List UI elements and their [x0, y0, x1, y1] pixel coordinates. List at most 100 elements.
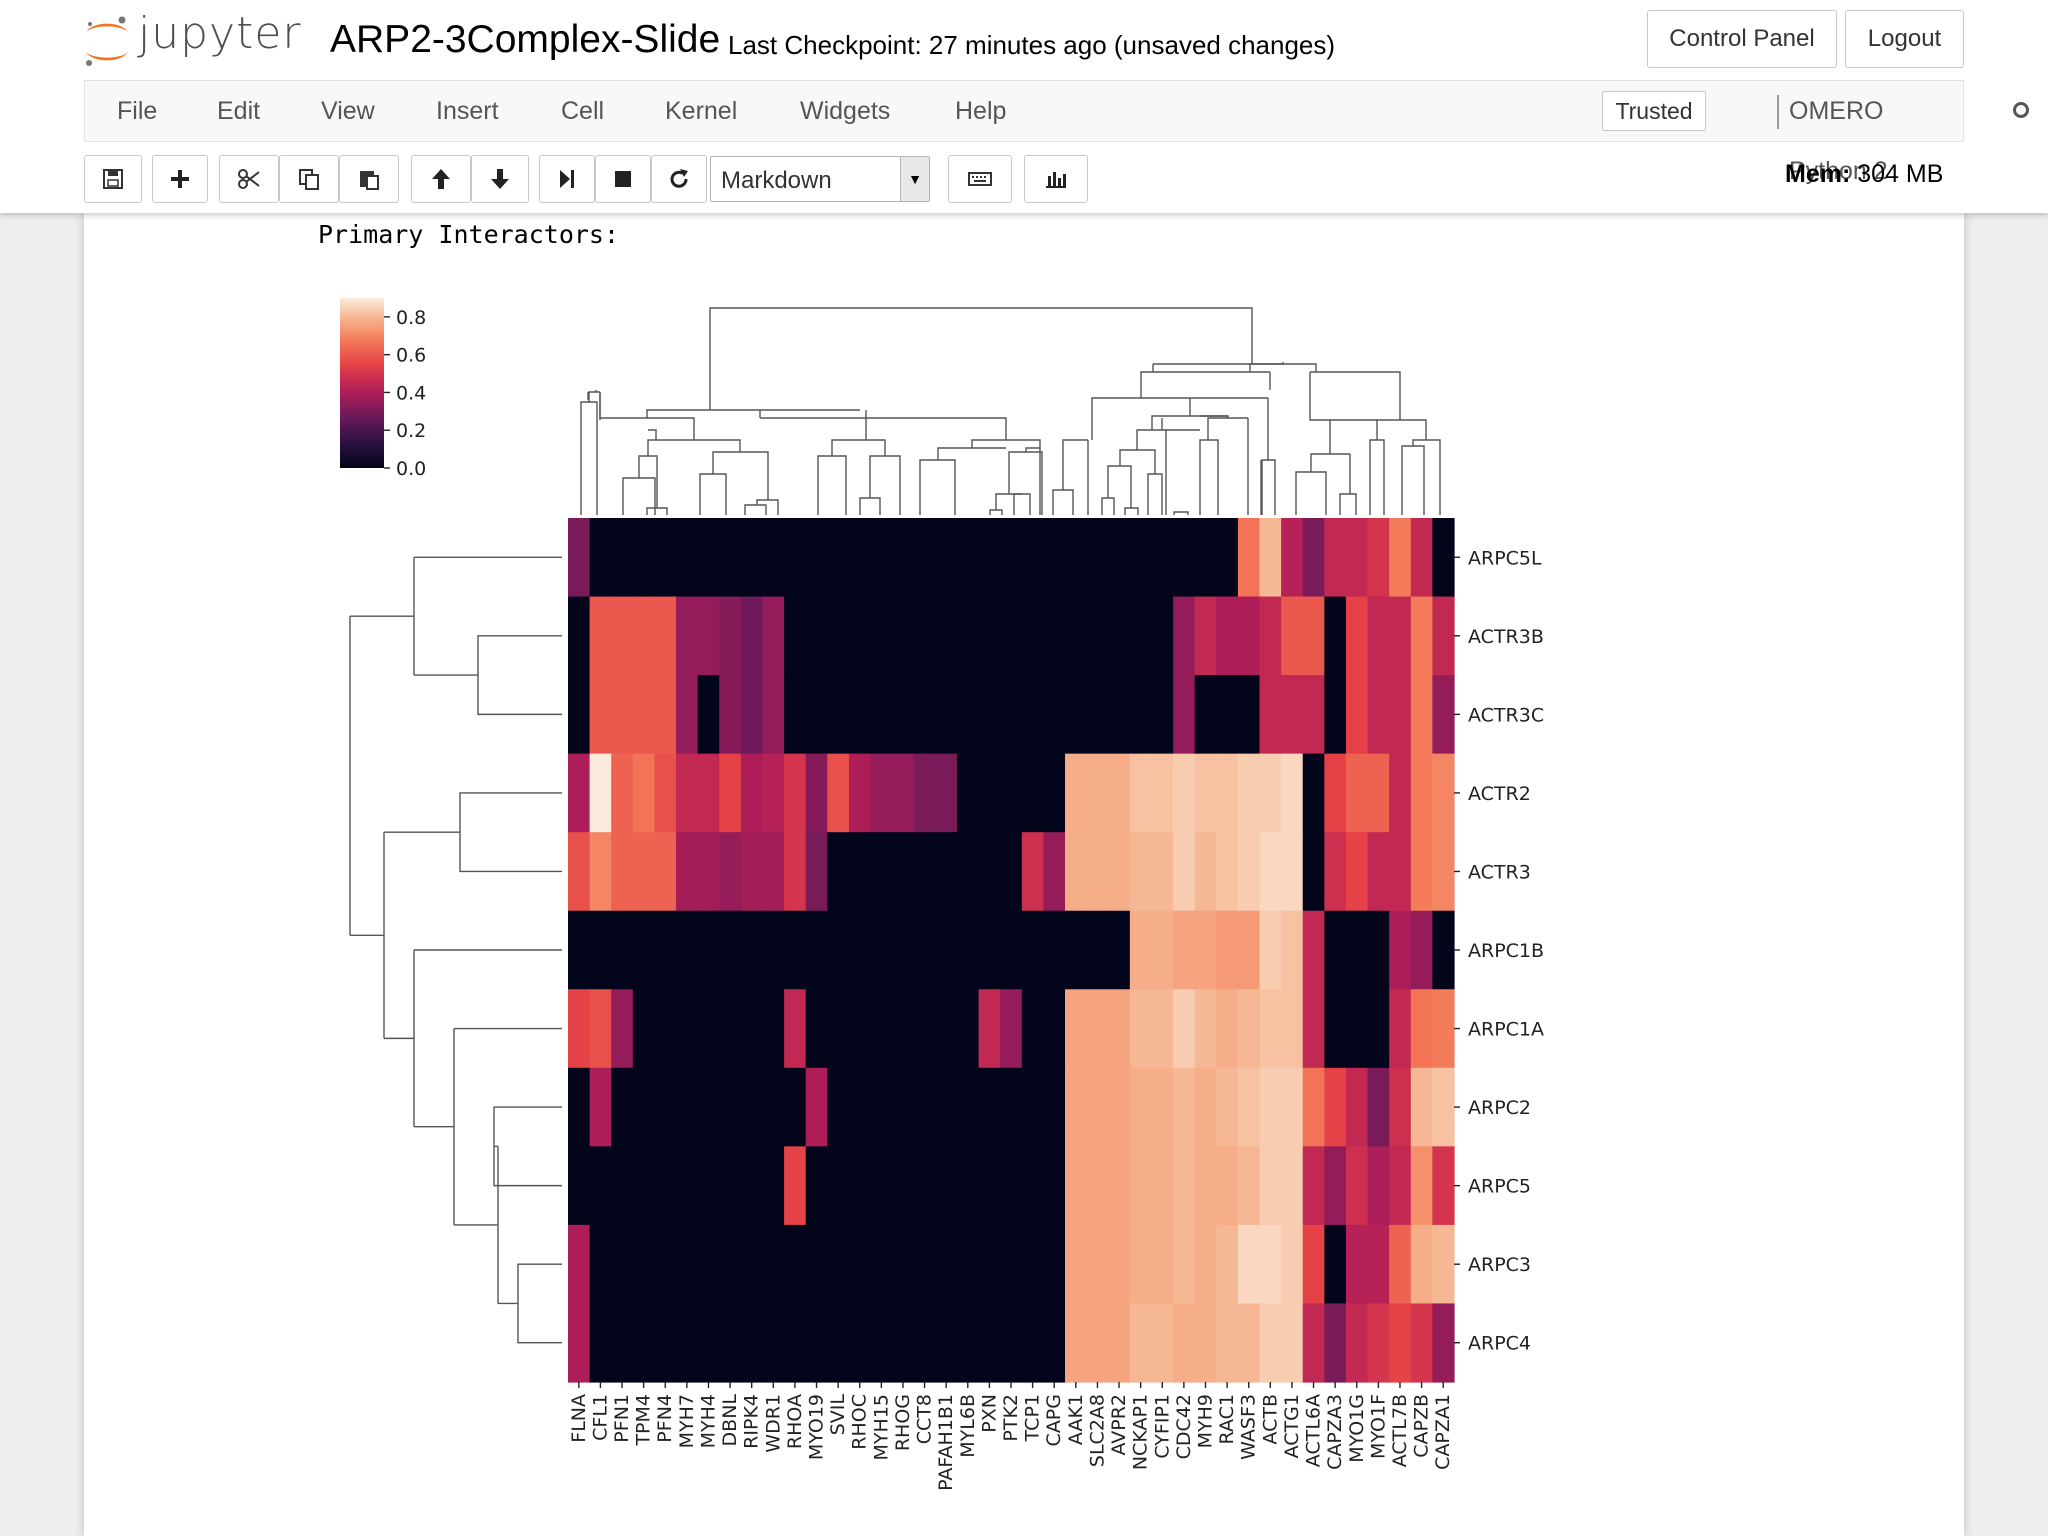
menu-insert[interactable]: Insert [436, 97, 499, 125]
heatmap-cell [1389, 989, 1412, 1069]
menu-view[interactable]: View [321, 97, 375, 125]
heatmap-cell [1367, 832, 1390, 912]
heatmap-cell [1194, 832, 1217, 912]
heatmap-cell [1151, 1146, 1174, 1226]
column-labels: FLNA CFL1 PFN1 TPM4 PFN4 MYH7 MYH4 DBNL RIPK4 WDR… [568, 1382, 1454, 1491]
heatmap-cell [1108, 1303, 1131, 1383]
heatmap-cell [1086, 989, 1109, 1069]
column-label: MYO1F [1367, 1394, 1389, 1459]
menu-cell[interactable]: Cell [561, 97, 605, 125]
heatmap-cell [611, 1224, 634, 1305]
dendrogram-branch [1173, 511, 1189, 515]
heatmap-cell [1194, 675, 1217, 755]
heatmap-cell [1065, 832, 1088, 912]
paste-button[interactable] [339, 155, 399, 203]
heatmap-cell [611, 1303, 634, 1383]
heatmap-cell [1194, 1224, 1217, 1305]
heatmap-cell [654, 1224, 677, 1305]
heatmap-cell [1237, 1067, 1261, 1147]
kernel-name[interactable]: OMERO Python 2 [1789, 97, 1888, 185]
heatmap-cell [1324, 989, 1347, 1069]
heatmap-cell [892, 596, 915, 676]
dendrogram-branch [866, 439, 886, 456]
heatmap-cell [676, 1224, 699, 1305]
interrupt-button[interactable] [595, 155, 651, 203]
run-button[interactable] [539, 155, 595, 203]
menu-edit[interactable]: Edit [217, 97, 261, 125]
column-label: ACTL6A [1303, 1394, 1325, 1467]
add-cell-button[interactable] [152, 155, 208, 203]
heatmap-cell [1367, 518, 1390, 598]
heatmap-cell [1324, 596, 1347, 676]
menu-help[interactable]: Help [955, 97, 1007, 125]
heatmap-cell [697, 1303, 720, 1383]
heatmap-cell [1367, 1146, 1390, 1226]
menu-kernel[interactable]: Kernel [665, 97, 738, 125]
heatmap-cell [1173, 518, 1196, 598]
heatmap-cell [978, 518, 1001, 598]
heatmap-cell [1065, 675, 1088, 755]
heatmap-cell [1173, 1146, 1196, 1226]
chart-button[interactable] [1024, 155, 1088, 203]
column-label: MYH15 [870, 1394, 892, 1460]
heatmap-cell [1194, 910, 1217, 990]
command-palette-button[interactable] [948, 155, 1012, 203]
row-label: ACTR3B [1468, 626, 1544, 648]
heatmap-cell [1281, 1146, 1304, 1226]
row-label: ACTR3 [1468, 861, 1531, 883]
heatmap-cell [935, 832, 958, 912]
heatmap-cell [1043, 910, 1066, 990]
move-up-button[interactable] [411, 155, 471, 203]
heatmap-cell [848, 675, 872, 755]
cell-type-select[interactable]: Markdown ▼ [710, 156, 930, 202]
heatmap-cell [805, 675, 828, 755]
heatmap-cell [892, 1303, 915, 1383]
heatmap-cell [1108, 1224, 1131, 1305]
dendrogram-branch [1107, 465, 1132, 508]
heatmap-cell [956, 1067, 980, 1147]
column-label: MYH7 [676, 1394, 698, 1448]
dendrogram-branch [1199, 439, 1219, 515]
heatmap-cell [1086, 1146, 1109, 1226]
menu-widgets[interactable]: Widgets [800, 97, 891, 125]
heatmap-cell [676, 1146, 699, 1226]
heatmap-cell [805, 518, 828, 598]
heatmap-cell [1259, 989, 1282, 1069]
heatmap-cell [697, 1146, 720, 1226]
dendrogram-branch [1295, 471, 1327, 515]
trusted-indicator[interactable]: Trusted [1602, 91, 1706, 131]
restart-button[interactable] [651, 155, 707, 203]
jupyter-logo[interactable] [78, 10, 298, 70]
save-button[interactable] [84, 155, 142, 203]
heatmap-cell [1216, 1224, 1239, 1305]
heatmap-cell [611, 518, 634, 598]
heatmap-cell [784, 1224, 807, 1305]
heatmap-cell [1432, 1224, 1455, 1305]
heatmap-cell [568, 596, 591, 676]
heatmap-cell [1173, 1067, 1196, 1147]
heatmap-cell [589, 596, 612, 676]
heatmap-cell [935, 753, 958, 833]
heatmap-cell [1410, 753, 1433, 833]
heatmap-cell [1367, 989, 1390, 1069]
column-label: CAPG [1043, 1394, 1065, 1446]
heatmap-cell [805, 596, 828, 676]
cut-button[interactable] [219, 155, 279, 203]
control-panel-button[interactable]: Control Panel [1647, 10, 1837, 68]
dendrogram-branch [1339, 493, 1357, 515]
heatmap-cell [1043, 989, 1066, 1069]
heatmap-cell [1194, 1303, 1217, 1383]
copy-button[interactable] [279, 155, 339, 203]
heatmap-cell [1216, 1303, 1239, 1383]
memory-label: Mem: [1785, 160, 1851, 188]
logout-button[interactable]: Logout [1845, 10, 1964, 68]
menu-file[interactable]: File [117, 97, 158, 125]
paste-icon [360, 171, 379, 190]
heatmap-cell [1129, 518, 1153, 598]
heatmap-cell [1065, 1146, 1088, 1226]
notebook-title[interactable]: ARP2-3Complex-Slide [330, 18, 721, 61]
dendrogram-branch [756, 499, 779, 515]
heatmap-cell [1237, 989, 1261, 1069]
move-down-button[interactable] [471, 155, 529, 203]
heatmap-cell [589, 832, 612, 912]
